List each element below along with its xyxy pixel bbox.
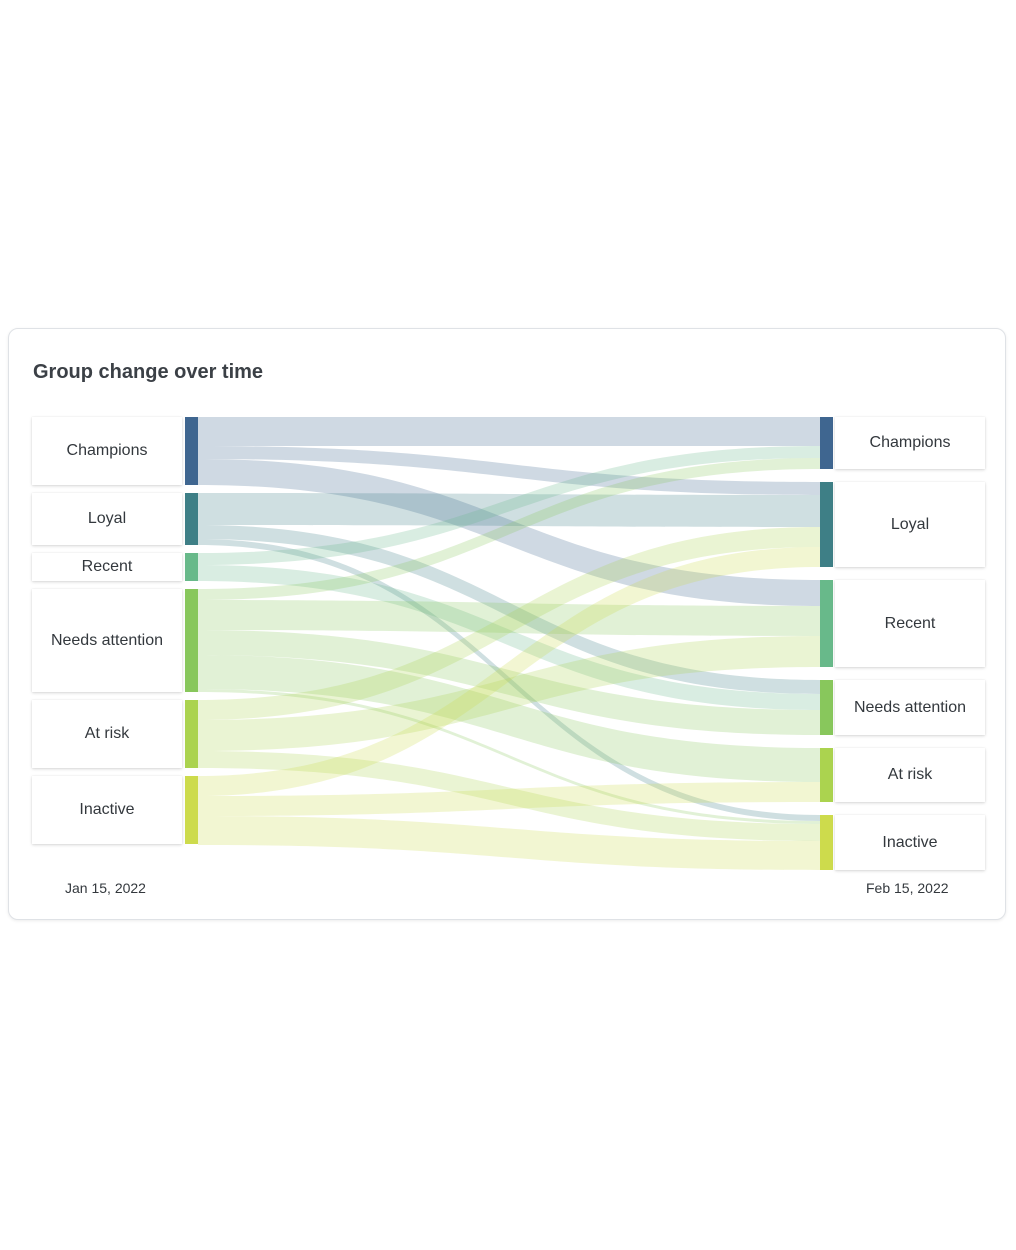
flow-inactive-to-at-risk	[198, 782, 820, 816]
left-label-needs-attention: Needs attention	[32, 589, 182, 692]
left-label-recent: Recent	[32, 553, 182, 581]
flow-champions-to-recent	[198, 459, 820, 606]
flow-at-risk-to-recent	[198, 636, 820, 751]
flow-inactive-to-loyal	[198, 547, 820, 796]
left-node-inactive	[185, 776, 198, 844]
flow-recent-to-champions	[198, 446, 820, 565]
right-node-recent	[820, 580, 833, 667]
flow-recent-to-needs-attention	[198, 565, 820, 710]
end-date-label: Feb 15, 2022	[866, 880, 949, 896]
left-node-needs-attention	[185, 589, 198, 692]
flow-needs-attention-to-at-risk	[198, 655, 820, 782]
right-label-champions: Champions	[835, 417, 985, 469]
right-label-recent: Recent	[835, 580, 985, 667]
left-label-at-risk: At risk	[32, 700, 182, 768]
right-node-inactive	[820, 815, 833, 870]
right-node-needs-attention	[820, 680, 833, 735]
chart-card: Group change over time Champions Loyal Rec…	[8, 328, 1006, 920]
left-label-champions: Champions	[32, 417, 182, 485]
nodes-layer	[185, 417, 833, 870]
flow-at-risk-to-inactive	[198, 751, 820, 841]
flow-loyal-to-loyal	[198, 493, 820, 527]
left-node-recent	[185, 553, 198, 581]
left-label-inactive: Inactive	[32, 776, 182, 844]
right-label-inactive: Inactive	[835, 815, 985, 870]
flow-at-risk-to-loyal	[198, 527, 820, 720]
flow-loyal-to-inactive	[198, 539, 820, 821]
flows-layer	[198, 417, 820, 870]
left-node-loyal	[185, 493, 198, 545]
left-node-at-risk	[185, 700, 198, 768]
chart-title: Group change over time	[33, 361, 264, 383]
sankey-chart	[185, 417, 833, 870]
right-node-champions	[820, 417, 833, 469]
flow-champions-to-loyal	[198, 446, 820, 495]
flow-needs-attention-to-recent	[198, 600, 820, 636]
flow-loyal-to-needs-attention	[198, 525, 820, 694]
right-node-at-risk	[820, 748, 833, 802]
flow-champions-to-champions	[198, 417, 820, 446]
flow-needs-attention-to-needs-attention	[198, 630, 820, 735]
right-node-loyal	[820, 482, 833, 567]
start-date-label: Jan 15, 2022	[65, 880, 146, 896]
left-label-loyal: Loyal	[32, 493, 182, 545]
right-label-loyal: Loyal	[835, 482, 985, 567]
flow-needs-attention-to-inactive	[198, 689, 820, 824]
left-node-champions	[185, 417, 198, 485]
flow-needs-attention-to-champions	[198, 458, 820, 600]
flow-inactive-to-inactive	[198, 816, 820, 870]
right-label-needs-attention: Needs attention	[835, 680, 985, 735]
right-label-at-risk: At risk	[835, 748, 985, 802]
